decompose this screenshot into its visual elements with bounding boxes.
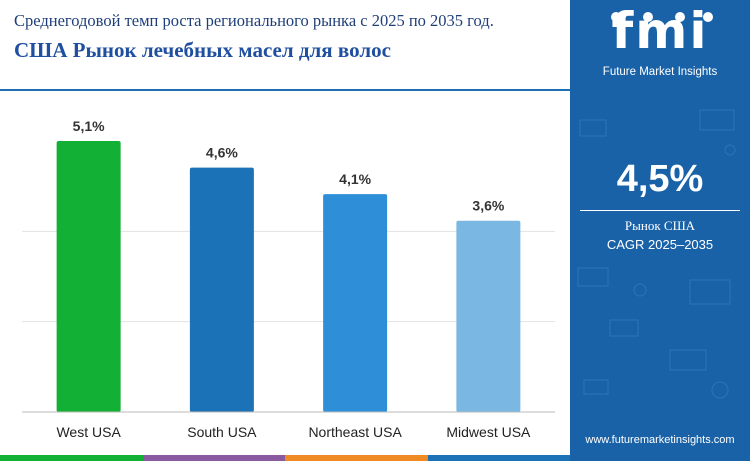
bar-northeast-usa: [323, 194, 388, 412]
strip-segment: [427, 455, 570, 461]
bottom-color-strip: [0, 455, 570, 461]
x-tick-label: Midwest USA: [446, 424, 531, 440]
bar-west-usa: [56, 141, 121, 412]
bar-chart: 5,1% West USA 4,6% South USA 4,1% Northeast U…: [22, 118, 555, 440]
bar-south-usa: [189, 167, 254, 412]
chart-subtitle: Среднегодовой темп роста регионального р…: [14, 11, 494, 30]
bar-midwest-usa: [456, 220, 521, 412]
logo-decoration: [611, 12, 713, 22]
strip-segment: [0, 455, 143, 461]
website-url[interactable]: www.futuremarketinsights.com: [585, 434, 735, 446]
bar-value-label: 4,1%: [339, 171, 371, 187]
x-tick-label: Northeast USA: [308, 424, 402, 440]
chart-title: США Рынок лечебных масел для волос: [14, 38, 391, 62]
bar-value-label: 5,1%: [73, 118, 105, 134]
fmi-logo: fmi: [611, 2, 709, 60]
logo-tagline: Future Market Insights: [602, 66, 718, 78]
x-tick-label: West USA: [56, 424, 121, 440]
strip-segment: [142, 455, 285, 461]
bar-value-label: 4,6%: [206, 145, 238, 161]
stat-divider: [580, 210, 740, 211]
stat-market-label: Рынок США: [624, 218, 696, 233]
cagr-value: 4,5%: [616, 158, 704, 200]
header-divider: [0, 89, 570, 91]
sidebar-background-pattern: [577, 109, 736, 399]
bar-value-label: 3,6%: [472, 198, 504, 214]
strip-segment: [285, 455, 428, 461]
x-tick-label: South USA: [187, 424, 257, 440]
chart-header: Среднегодовой темп роста регионального р…: [0, 0, 570, 88]
sidebar-panel: fmi Future Market Insights 4,5% Рынок СШ…: [570, 0, 750, 461]
stat-period-label: CAGR 2025–2035: [606, 237, 714, 252]
